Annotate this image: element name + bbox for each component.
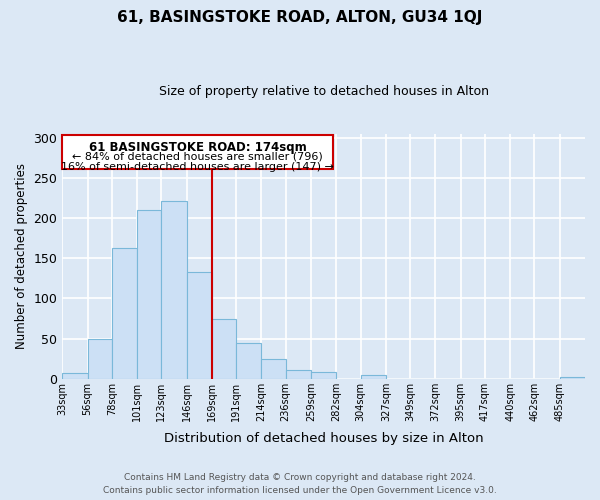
- Text: 16% of semi-detached houses are larger (147) →: 16% of semi-detached houses are larger (…: [61, 162, 334, 172]
- Title: Size of property relative to detached houses in Alton: Size of property relative to detached ho…: [158, 85, 488, 98]
- Text: Contains HM Land Registry data © Crown copyright and database right 2024.
Contai: Contains HM Land Registry data © Crown c…: [103, 474, 497, 495]
- Bar: [560, 377, 585, 378]
- Bar: [88, 338, 112, 378]
- Text: 61 BASINGSTOKE ROAD: 174sqm: 61 BASINGSTOKE ROAD: 174sqm: [89, 141, 307, 154]
- Bar: [112, 248, 137, 378]
- Bar: [286, 370, 311, 378]
- Y-axis label: Number of detached properties: Number of detached properties: [15, 164, 28, 350]
- Bar: [62, 136, 333, 169]
- Bar: [236, 344, 262, 378]
- Text: 61, BASINGSTOKE ROAD, ALTON, GU34 1QJ: 61, BASINGSTOKE ROAD, ALTON, GU34 1QJ: [118, 10, 482, 25]
- Bar: [137, 210, 161, 378]
- Bar: [212, 318, 236, 378]
- Bar: [161, 202, 187, 378]
- Bar: [187, 272, 212, 378]
- Text: ← 84% of detached houses are smaller (796): ← 84% of detached houses are smaller (79…: [72, 152, 323, 162]
- Bar: [361, 374, 386, 378]
- Bar: [62, 373, 88, 378]
- Bar: [311, 372, 337, 378]
- Bar: [262, 358, 286, 378]
- X-axis label: Distribution of detached houses by size in Alton: Distribution of detached houses by size …: [164, 432, 484, 445]
